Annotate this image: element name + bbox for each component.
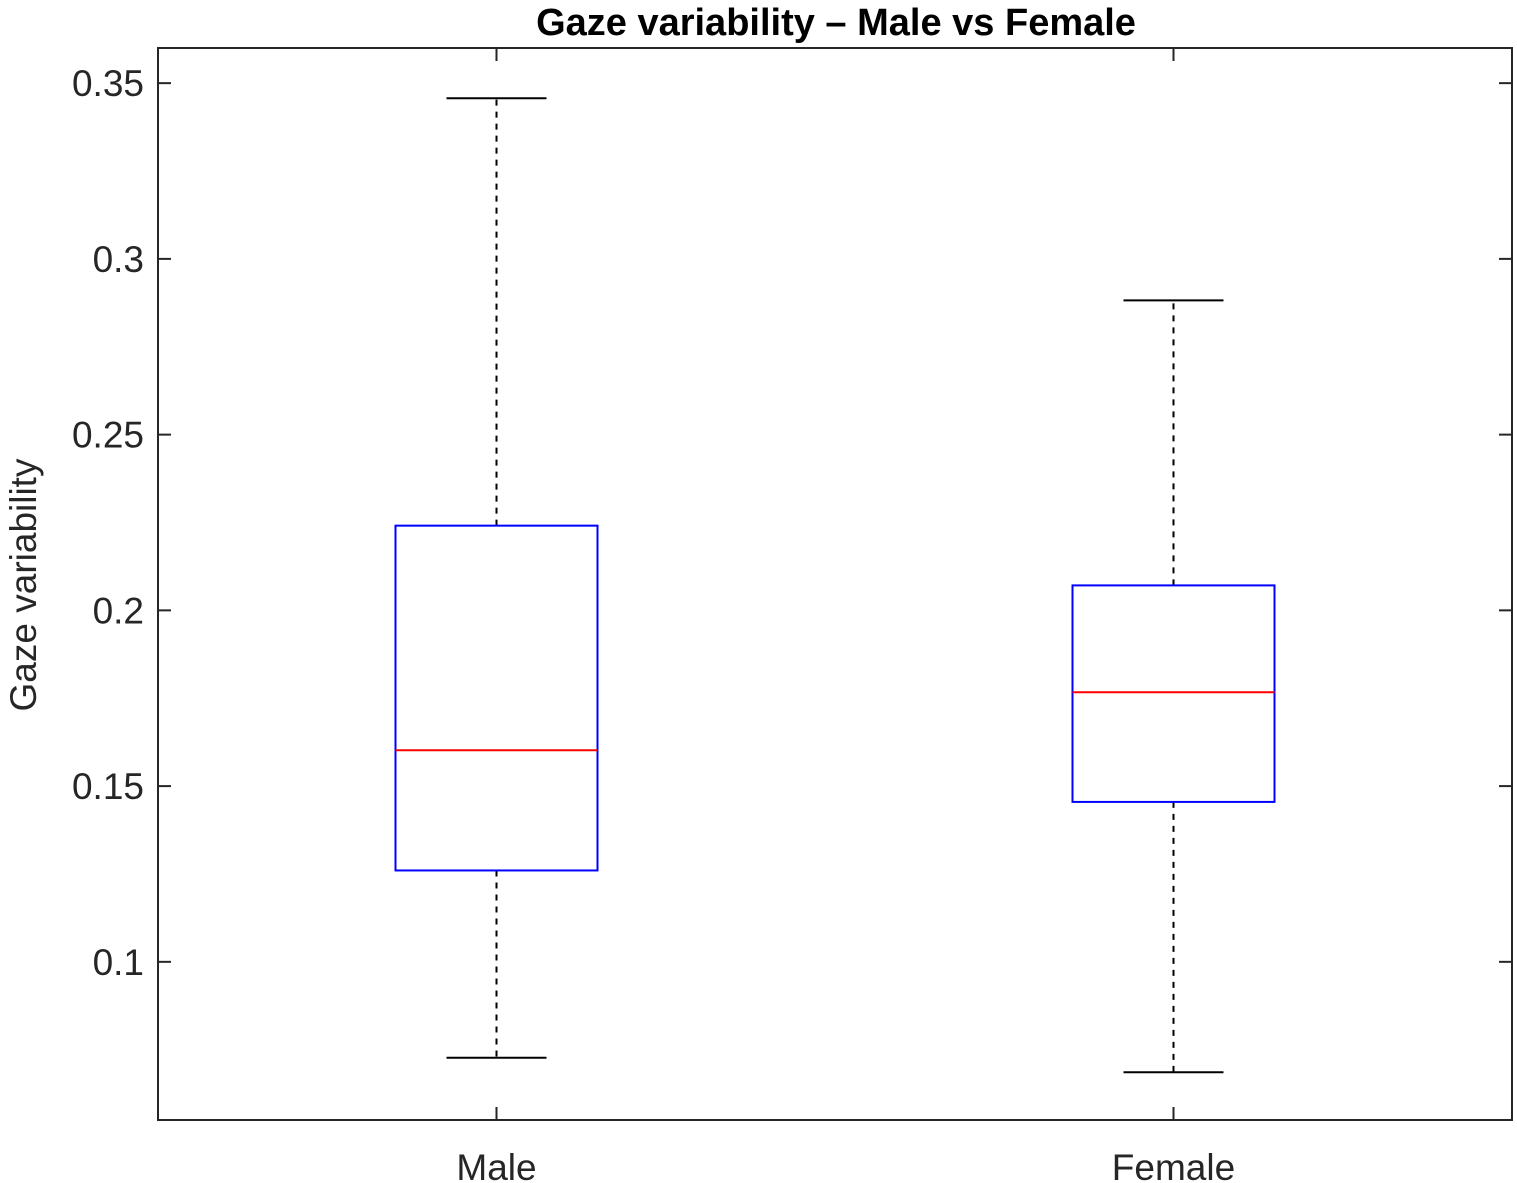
- iqr-box: [1071, 584, 1276, 803]
- y-tick-label: 0.2: [93, 590, 144, 631]
- chart-title: Gaze variability – Male vs Female: [536, 2, 1136, 44]
- axes-frame: [157, 47, 1513, 1121]
- y-tick-label: 0.3: [93, 239, 144, 280]
- y-axis-label: Gaze variability: [3, 458, 44, 711]
- box-series: [394, 97, 1276, 1074]
- y-tick-label: 0.25: [72, 415, 144, 456]
- iqr-box: [394, 524, 599, 872]
- x-tick-label: Female: [1112, 1147, 1235, 1183]
- y-tick-label: 0.1: [93, 942, 144, 983]
- y-tick-label: 0.35: [72, 63, 144, 104]
- x-axis-ticks: Male Female: [456, 48, 1235, 1183]
- x-tick-label: Male: [456, 1147, 536, 1183]
- box-male: [394, 97, 599, 1059]
- box-female: [1071, 299, 1276, 1074]
- y-axis-ticks: 0.1 0.15 0.2 0.25 0.3 0.35: [72, 63, 1512, 983]
- y-tick-label: 0.15: [72, 766, 144, 807]
